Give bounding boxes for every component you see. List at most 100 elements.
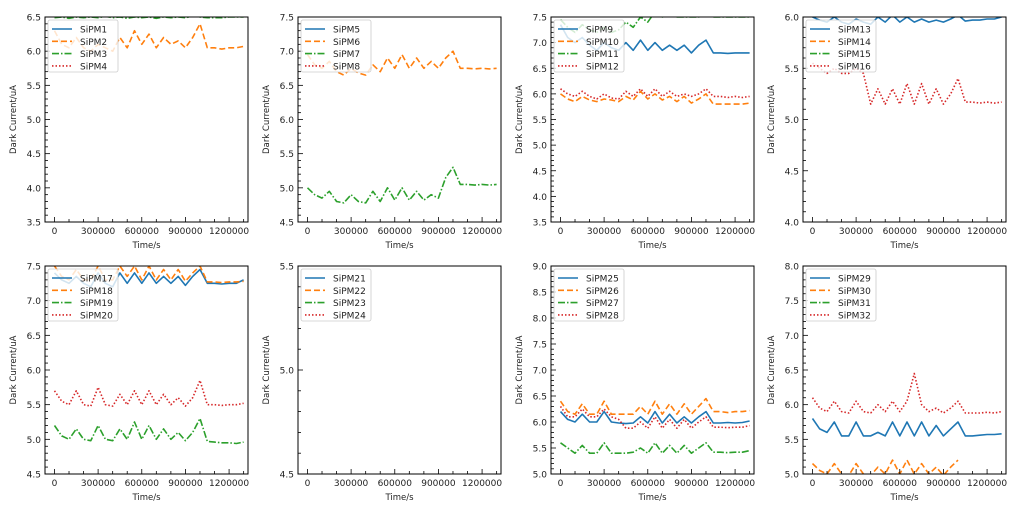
legend-label: SiPM30 (838, 287, 871, 297)
y-tick-label: 6.5 (785, 367, 799, 377)
y-tick-label: 5.5 (785, 436, 799, 446)
y-axis-label: Dark Current/uA (9, 335, 19, 404)
legend: SiPM13 SiPM14 SiPM15 SiPM16 (805, 19, 877, 72)
y-tick-label: 5.0 (785, 471, 800, 481)
y-axis-label: Dark Current/uA (9, 85, 19, 154)
y-tick-label: 6.5 (27, 332, 41, 342)
legend-label: SiPM10 (586, 38, 619, 48)
x-tick-label: 1200000 (967, 479, 1007, 489)
y-tick-label: 4.0 (27, 184, 42, 194)
subplot-2: 0 300000 600000 900000 1200000 4.5 5.0 5.5 6.0 6.… (262, 14, 502, 252)
series-group (559, 397, 750, 455)
y-axis-label: Dark Current/uA (262, 85, 272, 154)
x-tick-label: 600000 (883, 479, 918, 489)
legend: SiPM17 SiPM18 SiPM19 SiPM20 (47, 268, 119, 322)
x-tick-label: 1200000 (967, 227, 1007, 237)
x-tick-label: 600000 (631, 479, 666, 489)
y-axis-label: Dark Current/uA (767, 335, 777, 404)
x-tick-label: 0 (305, 479, 311, 489)
y-tick-label: 7.0 (27, 297, 42, 307)
y-tick-label: 6.5 (533, 65, 547, 75)
legend: SiPM21 SiPM22 SiPM23 SiPM24 (300, 268, 372, 322)
y-tick-label: 8.5 (533, 289, 547, 299)
x-tick-label: 1200000 (209, 479, 249, 489)
series-line-sipm25 (559, 410, 750, 425)
x-tick-label: 900000 (674, 227, 709, 237)
legend-label: SiPM24 (333, 311, 366, 321)
subplot-4: 0 300000 600000 900000 1200000 4.0 4.5 5.0 5.5 6.… (767, 14, 1007, 252)
series-line-sipm28 (559, 405, 750, 430)
y-tick-label: 4.5 (27, 150, 41, 160)
legend-label: SiPM29 (838, 275, 871, 285)
series-line-sipm30 (811, 459, 959, 474)
y-tick-label: 5.0 (27, 116, 42, 126)
y-tick-label: 6.5 (27, 14, 41, 24)
y-tick-label: 3.5 (27, 219, 41, 229)
legend: SiPM5 SiPM6 SiPM7 SiPM8 (300, 19, 372, 72)
legend-label: SiPM27 (586, 299, 619, 309)
y-tick-label: 7.5 (280, 14, 294, 24)
x-tick-label: 600000 (883, 227, 918, 237)
legend-label: SiPM11 (586, 50, 619, 60)
y-tick-label: 4.0 (533, 193, 548, 203)
legend-label: SiPM19 (80, 299, 113, 309)
x-tick-label: 600000 (631, 227, 666, 237)
y-tick-label: 6.0 (533, 90, 548, 100)
y-tick-label: 7.5 (785, 297, 799, 307)
legend-box (553, 19, 625, 73)
legend-box (47, 268, 119, 322)
series-line-sipm26 (559, 397, 750, 416)
y-axis-label: Dark Current/uA (262, 335, 272, 404)
y-tick-label: 4.5 (280, 471, 294, 481)
series-line-sipm19 (53, 417, 244, 445)
legend-box (805, 268, 877, 322)
y-tick-label: 5.0 (27, 436, 42, 446)
y-tick-label: 7.0 (280, 48, 295, 58)
legend: SiPM25 SiPM26 SiPM27 SiPM28 (553, 268, 625, 322)
legend-label: SiPM15 (838, 50, 871, 60)
x-tick-label: 600000 (125, 479, 160, 489)
x-axis-label: Time/s (637, 241, 667, 251)
x-tick-label: 900000 (168, 227, 203, 237)
legend-box (300, 268, 372, 322)
x-tick-label: 300000 (334, 479, 369, 489)
x-axis-label: Time/s (384, 241, 414, 251)
legend-label: SiPM17 (80, 275, 113, 285)
x-tick-label: 0 (52, 227, 58, 237)
x-tick-label: 0 (558, 479, 564, 489)
x-axis-label: Time/s (637, 493, 667, 503)
y-tick-label: 5.0 (533, 471, 548, 481)
y-tick-label: 6.0 (785, 14, 800, 24)
x-axis-label: Time/s (384, 493, 414, 503)
y-tick-label: 7.0 (533, 367, 548, 377)
x-tick-label: 900000 (674, 479, 709, 489)
series-line-sipm29 (811, 418, 1002, 437)
legend-label: SiPM23 (333, 299, 366, 309)
x-tick-label: 0 (810, 227, 816, 237)
y-tick-label: 6.0 (785, 401, 800, 411)
x-axis-label: Time/s (889, 493, 919, 503)
legend-box (553, 268, 625, 322)
y-tick-label: 5.5 (280, 263, 294, 273)
y-tick-label: 7.5 (533, 14, 547, 24)
x-tick-label: 300000 (587, 227, 622, 237)
y-tick-label: 5.0 (280, 367, 295, 377)
series-line-sipm16 (812, 62, 1002, 105)
series-line-sipm12 (560, 88, 750, 100)
x-axis-label: Time/s (131, 493, 161, 503)
x-tick-label: 300000 (81, 227, 116, 237)
subplot-7: 0 300000 600000 900000 1200000 5.0 5.5 6.0 6.5 7.… (515, 263, 755, 504)
x-axis-label: Time/s (889, 241, 919, 251)
legend-label: SiPM13 (838, 26, 871, 36)
y-tick-label: 7.5 (27, 263, 41, 273)
legend-label: SiPM3 (80, 50, 107, 60)
x-tick-label: 600000 (125, 227, 160, 237)
legend-label: SiPM31 (838, 299, 871, 309)
series-group (811, 372, 1002, 474)
x-tick-label: 900000 (421, 479, 456, 489)
x-tick-label: 0 (52, 479, 58, 489)
x-tick-label: 900000 (926, 227, 961, 237)
y-tick-label: 8.0 (785, 263, 800, 273)
series-line-sipm2 (53, 22, 244, 53)
